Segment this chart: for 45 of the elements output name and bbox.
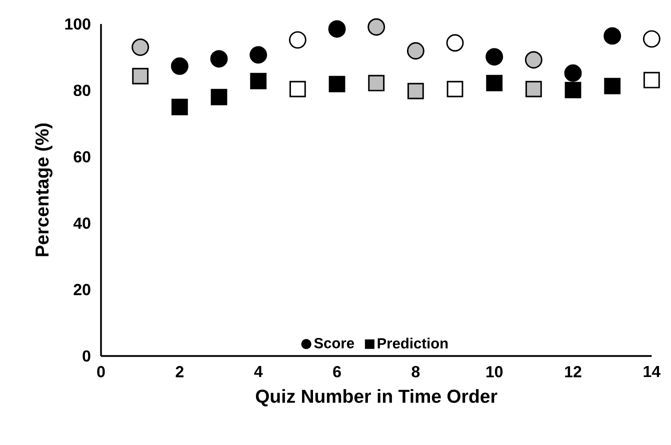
legend-label: Score [314, 338, 354, 348]
x-tick-label: 8 [412, 366, 420, 378]
point [288, 31, 306, 49]
x-tick-label: 6 [333, 366, 341, 378]
point [250, 72, 267, 90]
y-tick-label: 100 [65, 18, 90, 30]
point [170, 57, 188, 75]
point [210, 88, 228, 106]
x-tick-label: 4 [254, 366, 263, 378]
point [250, 46, 268, 64]
point [328, 76, 346, 92]
x-tick-label: 12 [565, 366, 582, 378]
point [210, 50, 228, 68]
point [604, 27, 622, 45]
point [132, 68, 149, 84]
point [132, 38, 150, 56]
point [171, 98, 188, 116]
point [604, 78, 621, 94]
point [446, 80, 464, 98]
legend-label: Prediction [378, 338, 448, 349]
point [564, 64, 582, 82]
point [564, 82, 582, 98]
x-tick-label: 0 [97, 366, 105, 378]
point [368, 74, 385, 92]
point [406, 42, 424, 60]
x-axis-title: Quiz Number in Time Order [256, 389, 498, 406]
point [643, 72, 660, 88]
x-tick-label: 14 [644, 366, 660, 378]
point [486, 74, 503, 92]
point [486, 48, 504, 66]
x-tick-label: 2 [176, 366, 184, 378]
point [446, 34, 464, 52]
point [525, 80, 542, 98]
point [524, 51, 542, 69]
point [328, 20, 346, 38]
y-tick-label: 0 [82, 350, 90, 362]
y-axis-title: Percentage (%) [34, 124, 52, 256]
point [407, 82, 424, 100]
x-tick-label: 10 [486, 366, 503, 378]
point [289, 80, 306, 98]
y-tick-label: 80 [74, 84, 90, 96]
y-tick-label: 60 [74, 151, 90, 162]
y-tick-label: 20 [74, 284, 90, 296]
y-tick-label: 40 [73, 218, 90, 229]
point [368, 18, 386, 36]
